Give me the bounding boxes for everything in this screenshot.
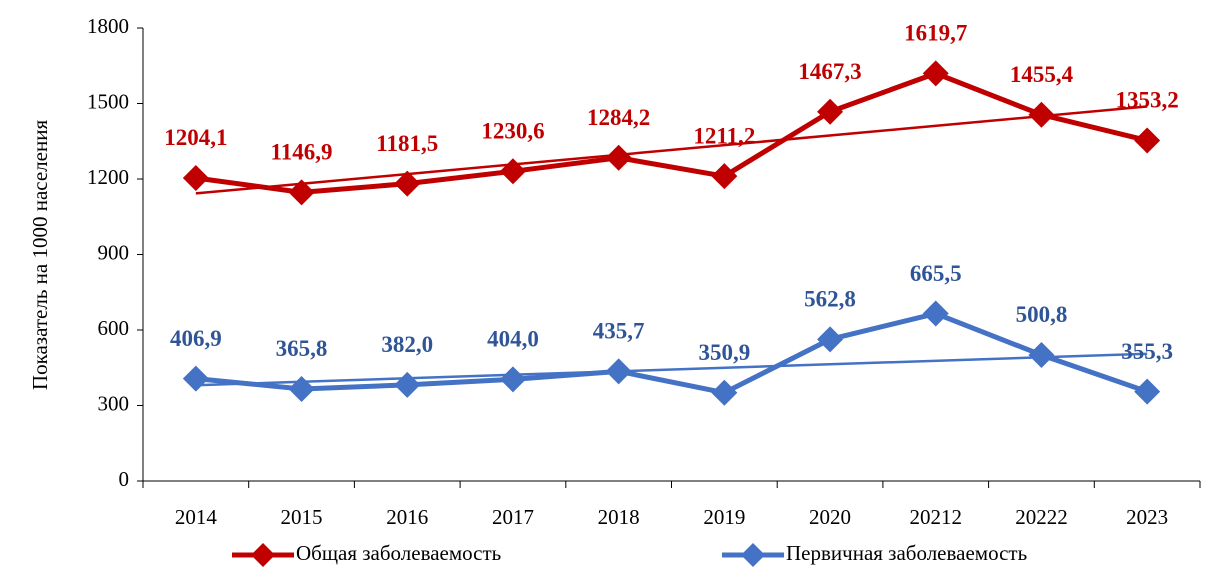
value-label: 1619,7 [904,21,967,46]
value-label: 1284,2 [587,105,650,130]
marker [1028,341,1055,368]
x-tick-label: 20212 [910,505,963,529]
y-tick-label: 900 [98,240,130,264]
y-tick-label: 600 [98,316,130,340]
value-label: 665,5 [910,261,962,286]
value-label: 350,9 [698,340,750,365]
value-label: 1211,2 [693,123,755,148]
value-label: 435,7 [593,319,645,344]
marker [288,375,315,402]
marker [182,164,209,191]
marker [499,158,526,185]
marker [922,60,949,87]
series-line [195,311,1148,396]
marker [182,365,209,392]
value-label: 1146,9 [271,140,333,165]
value-label: 500,8 [1016,302,1068,327]
y-tick-label: 300 [98,391,130,415]
marker [1028,101,1055,128]
marker [922,300,949,327]
marker [605,144,632,171]
value-label: 382,0 [381,332,433,357]
series-line [195,70,1148,195]
marker [394,371,421,398]
y-tick-label: 0 [119,467,130,491]
x-tick-label: 2020 [809,505,851,529]
x-tick-label: 2017 [492,505,534,529]
x-tick-label: 20222 [1015,505,1068,529]
value-label: 1455,4 [1010,62,1074,87]
marker [394,170,421,197]
value-label: 1353,2 [1116,88,1179,113]
y-tick-label: 1200 [87,165,129,189]
x-tick-label: 2014 [175,505,218,529]
x-tick-label: 2019 [703,505,745,529]
marker [1134,378,1161,405]
value-label: 365,8 [276,336,328,361]
marker [499,366,526,393]
legend-label: Первичная заболеваемость [786,541,1027,565]
value-label: 355,3 [1121,339,1173,364]
marker [817,326,844,353]
x-tick-label: 2018 [598,505,640,529]
marker [288,179,315,206]
x-tick-label: 2023 [1126,505,1168,529]
value-label: 562,8 [804,287,856,312]
value-label: 1467,3 [798,59,861,84]
x-tick-label: 2016 [386,505,428,529]
value-label: 406,9 [170,326,222,351]
trendline [195,105,1148,195]
marker [711,163,738,190]
value-label: 1204,1 [164,125,227,150]
legend-marker [251,543,275,567]
value-label: 1181,5 [376,131,438,156]
marker [817,98,844,125]
marker [605,358,632,385]
marker [1134,127,1161,154]
marker [711,379,738,406]
y-axis-label: Показатель на 1000 населения [28,120,52,391]
y-tick-label: 1800 [87,14,129,38]
legend-marker [741,543,765,567]
x-tick-label: 2015 [281,505,323,529]
legend-label: Общая заболеваемость [296,541,501,565]
trendline [195,352,1148,387]
y-tick-label: 1500 [87,89,129,113]
value-label: 1230,6 [481,119,544,144]
value-label: 404,0 [487,327,539,352]
